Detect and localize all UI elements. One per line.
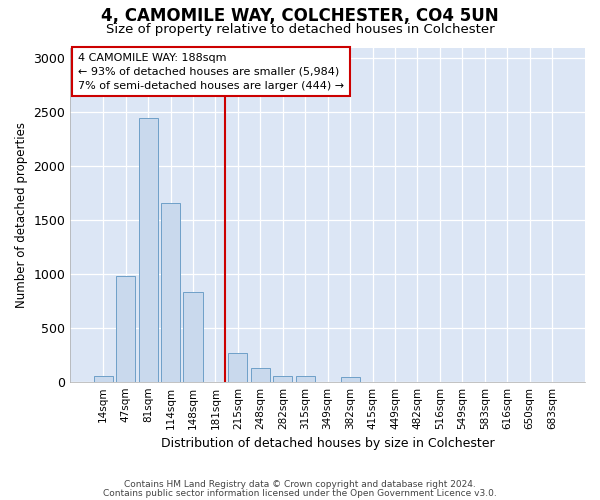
Text: Size of property relative to detached houses in Colchester: Size of property relative to detached ho…	[106, 22, 494, 36]
Text: Contains HM Land Registry data © Crown copyright and database right 2024.: Contains HM Land Registry data © Crown c…	[124, 480, 476, 489]
Y-axis label: Number of detached properties: Number of detached properties	[15, 122, 28, 308]
Bar	[116, 276, 135, 382]
X-axis label: Distribution of detached houses by size in Colchester: Distribution of detached houses by size …	[161, 437, 494, 450]
Text: 4, CAMOMILE WAY, COLCHESTER, CO4 5UN: 4, CAMOMILE WAY, COLCHESTER, CO4 5UN	[101, 8, 499, 26]
Bar	[296, 376, 315, 382]
Bar	[251, 368, 270, 382]
Text: 4 CAMOMILE WAY: 188sqm
← 93% of detached houses are smaller (5,984)
7% of semi-d: 4 CAMOMILE WAY: 188sqm ← 93% of detached…	[78, 52, 344, 90]
Bar	[273, 376, 292, 382]
Bar	[94, 376, 113, 382]
Bar	[341, 378, 359, 382]
Bar	[229, 352, 247, 382]
Text: Contains public sector information licensed under the Open Government Licence v3: Contains public sector information licen…	[103, 488, 497, 498]
Bar	[161, 202, 180, 382]
Bar	[184, 292, 203, 382]
Bar	[139, 118, 158, 382]
